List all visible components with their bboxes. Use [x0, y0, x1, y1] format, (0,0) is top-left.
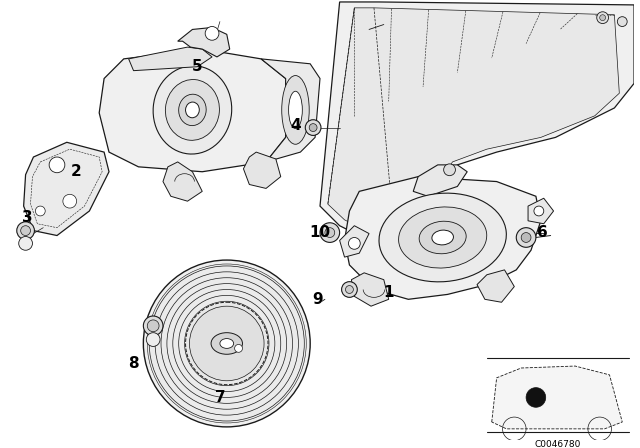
Polygon shape: [344, 177, 541, 299]
Text: 7: 7: [214, 390, 225, 405]
Circle shape: [147, 264, 307, 423]
Polygon shape: [492, 366, 622, 429]
Ellipse shape: [289, 91, 302, 129]
Circle shape: [600, 15, 605, 21]
Polygon shape: [261, 59, 320, 162]
Polygon shape: [163, 162, 202, 201]
Circle shape: [235, 345, 243, 352]
Circle shape: [444, 164, 456, 176]
Circle shape: [534, 206, 544, 216]
Polygon shape: [528, 198, 554, 224]
Circle shape: [521, 233, 531, 242]
Polygon shape: [477, 270, 515, 302]
Ellipse shape: [399, 207, 487, 268]
Polygon shape: [24, 142, 109, 236]
Text: 4: 4: [290, 118, 301, 133]
Ellipse shape: [379, 193, 506, 282]
Circle shape: [526, 388, 546, 407]
Text: 9: 9: [313, 292, 323, 307]
Circle shape: [618, 17, 627, 26]
Ellipse shape: [211, 333, 243, 354]
Circle shape: [143, 316, 163, 336]
Ellipse shape: [419, 221, 466, 254]
Text: 6: 6: [538, 225, 548, 240]
Circle shape: [325, 228, 335, 237]
Circle shape: [596, 12, 609, 24]
Circle shape: [516, 228, 536, 247]
Circle shape: [35, 206, 45, 216]
Circle shape: [348, 237, 360, 249]
Circle shape: [305, 120, 321, 135]
Polygon shape: [340, 226, 369, 257]
Polygon shape: [99, 49, 285, 172]
Circle shape: [17, 222, 35, 239]
Text: 8: 8: [128, 356, 139, 370]
Circle shape: [342, 282, 357, 297]
Ellipse shape: [165, 79, 220, 140]
Polygon shape: [413, 165, 467, 196]
Circle shape: [49, 157, 65, 173]
Circle shape: [205, 26, 219, 40]
Text: C0046780: C0046780: [534, 440, 580, 448]
Circle shape: [143, 260, 310, 427]
Polygon shape: [178, 27, 230, 57]
Circle shape: [20, 226, 31, 236]
Circle shape: [189, 306, 264, 381]
Polygon shape: [243, 152, 281, 189]
Polygon shape: [320, 2, 634, 246]
Ellipse shape: [179, 94, 206, 125]
Polygon shape: [351, 273, 388, 306]
Polygon shape: [328, 8, 620, 237]
Ellipse shape: [153, 66, 232, 154]
Ellipse shape: [282, 76, 309, 144]
Circle shape: [186, 302, 268, 385]
Circle shape: [309, 124, 317, 132]
Ellipse shape: [432, 230, 454, 245]
Circle shape: [19, 237, 33, 250]
Polygon shape: [129, 47, 212, 71]
Text: 1: 1: [383, 285, 394, 300]
Ellipse shape: [220, 339, 234, 349]
Text: 2: 2: [71, 164, 82, 179]
Ellipse shape: [186, 102, 199, 118]
Text: 5: 5: [192, 59, 203, 74]
Circle shape: [147, 333, 160, 346]
Circle shape: [320, 223, 340, 242]
Circle shape: [147, 320, 159, 332]
Text: 3: 3: [22, 211, 33, 225]
Circle shape: [346, 285, 353, 293]
Circle shape: [63, 194, 77, 208]
Text: 10: 10: [309, 225, 331, 240]
